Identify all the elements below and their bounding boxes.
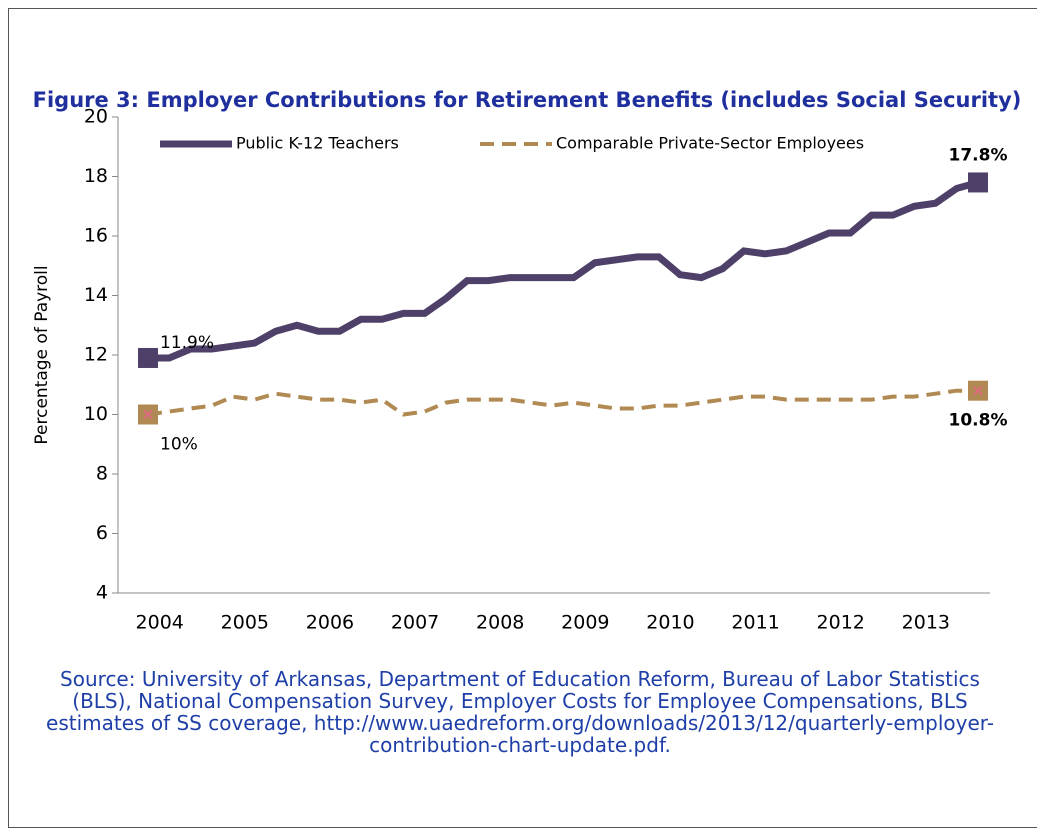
y-tick-label: 10: [84, 403, 108, 425]
x-tick-label: 2007: [391, 612, 439, 634]
data-label: 10.8%: [949, 411, 1008, 431]
x-tick-label: 2012: [817, 612, 865, 634]
end-marker-x: [973, 385, 983, 396]
data-label: 11.9%: [160, 333, 214, 353]
y-axis-label: Percentage of Payroll: [32, 265, 52, 444]
y-tick-label: 6: [96, 522, 108, 544]
x-tick-label: 2013: [902, 612, 950, 634]
y-tick-label: 20: [84, 106, 108, 128]
legend-label: Comparable Private-Sector Employees: [556, 134, 864, 153]
data-label: 17.8%: [949, 145, 1008, 165]
x-tick-label: 2006: [306, 612, 354, 634]
y-tick-label: 8: [96, 463, 108, 485]
source-note: Source: University of Arkansas, Departme…: [46, 667, 994, 757]
y-tick-label: 4: [96, 582, 108, 604]
x-tick-label: 2004: [136, 612, 184, 634]
series-line: [148, 179, 979, 362]
y-tick-label: 16: [84, 225, 108, 247]
y-tick-label: 18: [84, 165, 108, 187]
chart-title: Figure 3: Employer Contributions for Ret…: [33, 88, 1022, 112]
end-marker: [968, 172, 988, 193]
x-tick-label: 2010: [646, 612, 694, 634]
x-tick-label: 2008: [476, 612, 524, 634]
y-tick-label: 12: [84, 344, 108, 366]
x-tick-label: 2005: [221, 612, 269, 634]
y-tick-label: 14: [84, 284, 108, 306]
x-tick-label: 2011: [731, 612, 779, 634]
x-tick-label: 2009: [561, 612, 609, 634]
legend-label: Public K-12 Teachers: [236, 134, 399, 153]
series-line: [147, 388, 978, 417]
end-marker: [138, 347, 158, 368]
data-label: 10%: [160, 435, 198, 455]
end-marker-x: [143, 409, 153, 420]
